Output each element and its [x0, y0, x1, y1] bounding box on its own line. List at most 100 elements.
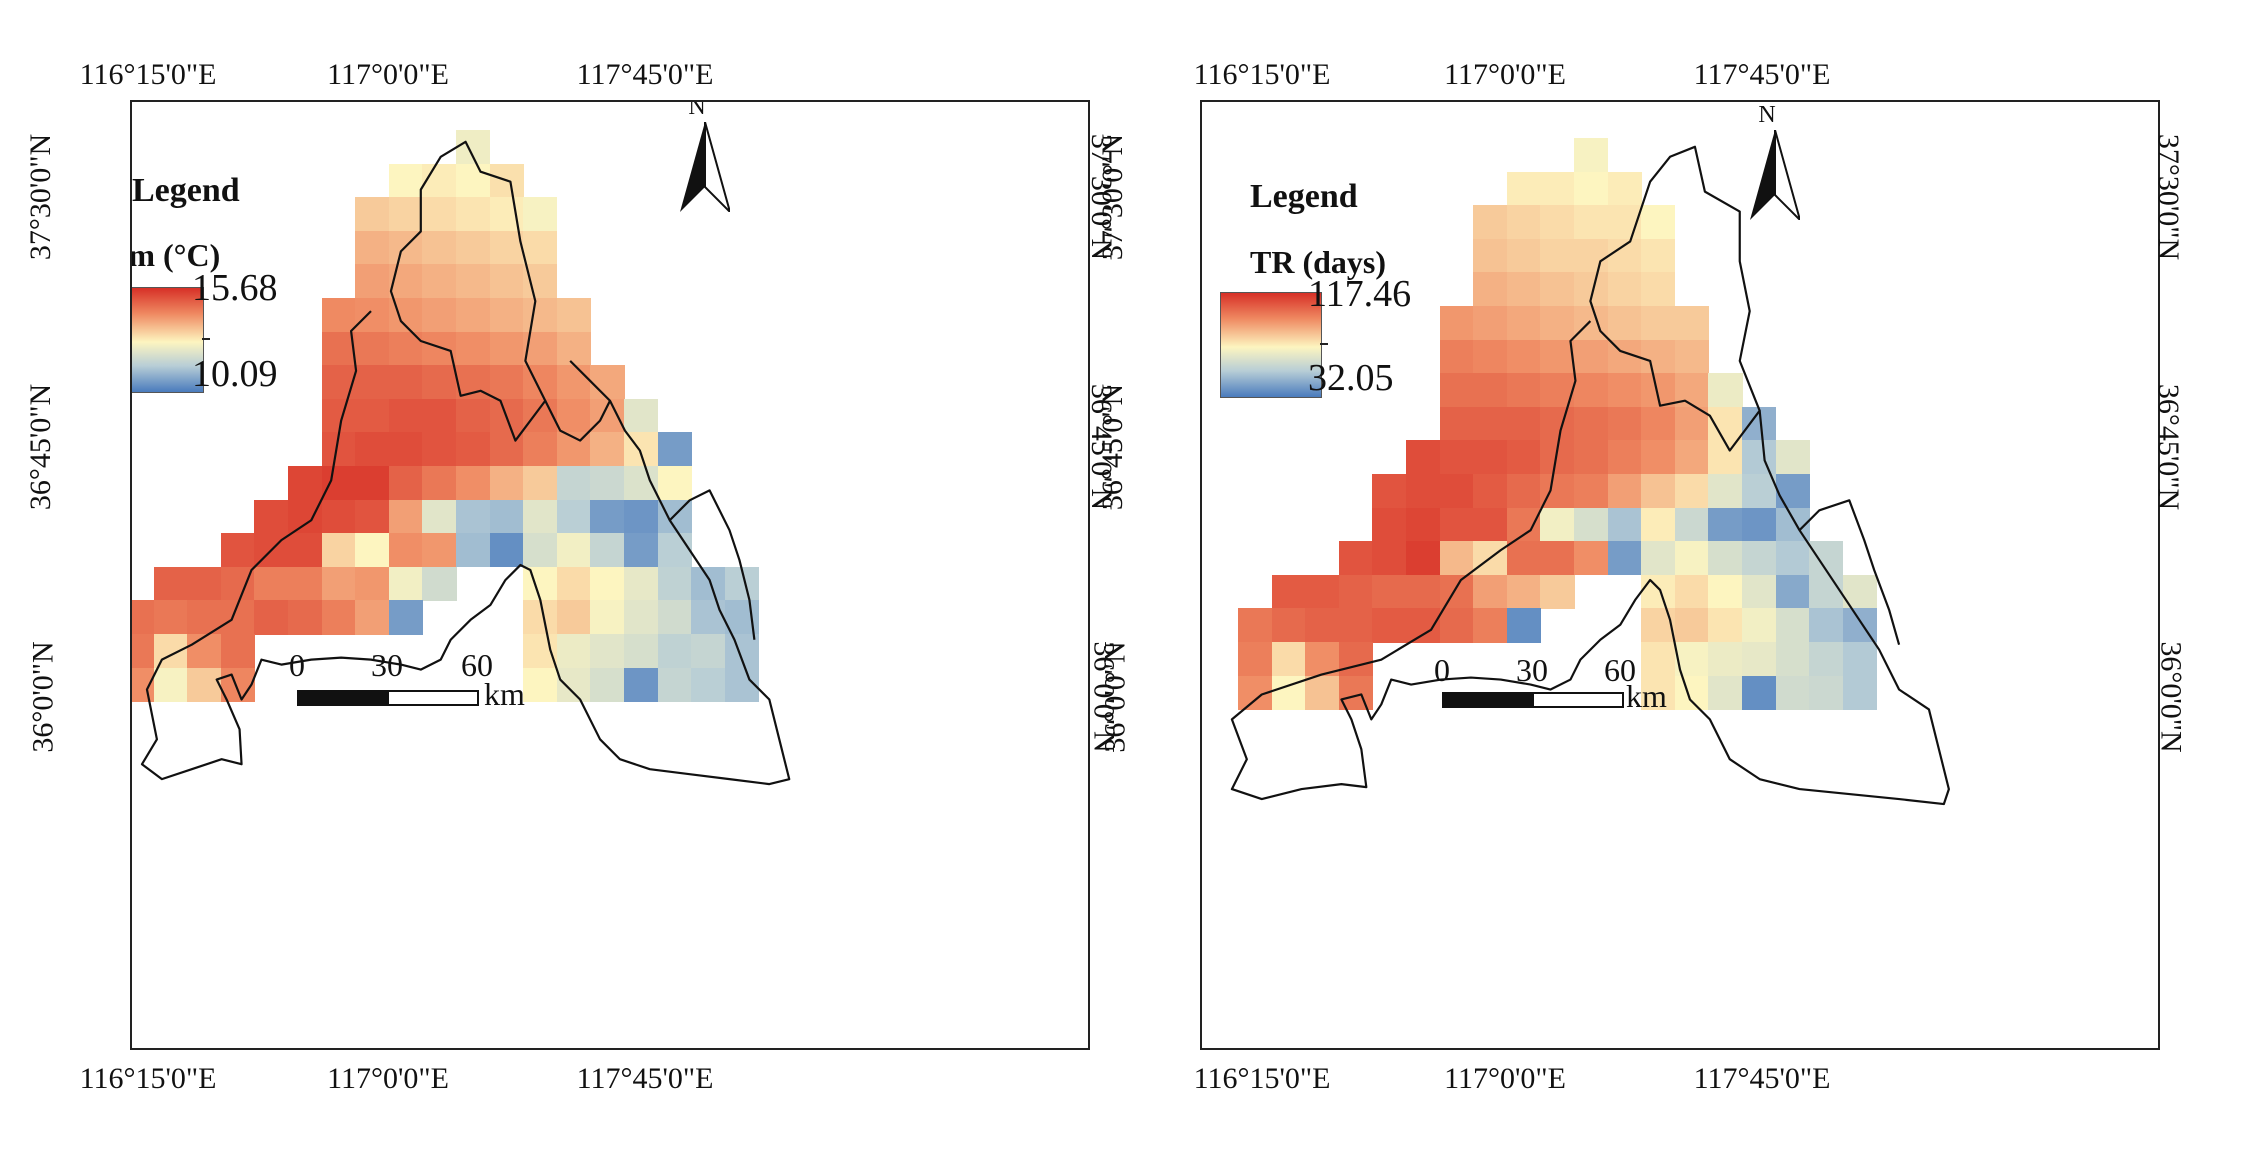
raster-cell: [1775, 474, 1810, 509]
raster-cell: [1473, 406, 1508, 441]
raster-cell: [321, 566, 356, 601]
raster-cell: [1271, 675, 1306, 710]
raster-cell: [1842, 608, 1877, 643]
raster-cell: [355, 566, 390, 601]
raster-cell: [657, 667, 692, 702]
raster-cell: [489, 197, 524, 232]
raster-cell: [1506, 171, 1541, 206]
raster-cell: [1540, 574, 1575, 609]
raster-cell: [1305, 675, 1340, 710]
raster-cell: [1775, 574, 1810, 609]
raster-cell: [187, 566, 222, 601]
raster-cell: [1506, 474, 1541, 509]
raster-cell: [153, 634, 188, 669]
raster-cell: [1372, 474, 1407, 509]
raster-cell: [355, 466, 390, 501]
raster-cell: [321, 600, 356, 635]
raster-cell: [1540, 440, 1575, 475]
raster-cell: [556, 466, 591, 501]
raster-cell: [1708, 440, 1743, 475]
raster-cell: [456, 163, 491, 198]
raster-cell: [132, 667, 155, 702]
raster-cell: [254, 600, 289, 635]
raster-cell: [1406, 474, 1441, 509]
raster-cell: [624, 533, 659, 568]
raster-cell: [1641, 272, 1676, 307]
raster-cell: [1506, 541, 1541, 576]
scale-bar: [297, 690, 479, 712]
raster-cell: [1809, 541, 1844, 576]
raster-cell: [1439, 373, 1474, 408]
raster-cell: [1708, 507, 1743, 542]
raster-cell: [657, 432, 692, 467]
raster-cell: [1574, 171, 1609, 206]
raster-cell: [321, 365, 356, 400]
raster-cell: [1674, 306, 1709, 341]
raster-grid: [132, 102, 1088, 1048]
raster-cell: [489, 432, 524, 467]
scale-unit: km: [1626, 678, 1667, 714]
raster-cell: [288, 499, 323, 534]
raster-cell: [288, 566, 323, 601]
scale-label-30: 30: [1516, 652, 1548, 688]
raster-cell: [1674, 339, 1709, 374]
raster-cell: [590, 432, 625, 467]
raster-cell: [1406, 608, 1441, 643]
raster-cell: [1338, 675, 1373, 710]
raster-cell: [489, 533, 524, 568]
raster-cell: [388, 264, 423, 299]
raster-cell: [1574, 507, 1609, 542]
raster-cell: [1775, 440, 1810, 475]
raster-cell: [523, 264, 558, 299]
raster-cell: [1641, 440, 1676, 475]
raster-cell: [1406, 440, 1441, 475]
raster-cell: [1607, 440, 1642, 475]
scale-label-30: 30: [371, 647, 403, 683]
raster-cell: [1473, 339, 1508, 374]
raster-cell: [1238, 608, 1273, 643]
raster-cell: [1641, 507, 1676, 542]
raster-cell: [590, 533, 625, 568]
raster-cell: [1540, 541, 1575, 576]
raster-cell: [1406, 507, 1441, 542]
raster-cell: [489, 331, 524, 366]
raster-cell: [489, 298, 524, 333]
raster-cell: [1842, 642, 1877, 677]
raster-cell: [1809, 642, 1844, 677]
raster-cell: [1338, 608, 1373, 643]
raster-cell: [1473, 440, 1508, 475]
legend-title: Legend: [1250, 178, 1358, 215]
north-label: N: [688, 100, 706, 120]
scale-bar: [1442, 692, 1624, 714]
raster-cell: [489, 466, 524, 501]
tick-bottom-2: 117°0'0"E: [1444, 1062, 1566, 1095]
raster-cell: [422, 566, 457, 601]
map-panel-tm: 116°15'0"E 117°0'0"E 117°45'0"E Legend T…: [0, 0, 1121, 1149]
raster-cell: [388, 365, 423, 400]
raster-cell: [1607, 507, 1642, 542]
raster-cell: [456, 432, 491, 467]
raster-cell: [153, 667, 188, 702]
raster-cell: [1742, 642, 1777, 677]
scale-label-0: 0: [289, 647, 305, 683]
raster-cell: [1305, 608, 1340, 643]
tick-top-2: 117°0'0"E: [327, 58, 449, 91]
raster-cell: [355, 533, 390, 568]
raster-cell: [590, 499, 625, 534]
raster-cell: [1641, 238, 1676, 273]
raster-cell: [523, 499, 558, 534]
raster-cell: [1641, 642, 1676, 677]
raster-cell: [624, 600, 659, 635]
raster-cell: [422, 163, 457, 198]
map-frame: Legend TR (days) 117.46 32.05 N 0 30 60 …: [1200, 100, 2160, 1050]
raster-cell: [153, 600, 188, 635]
raster-cell: [523, 365, 558, 400]
raster-cell: [1372, 608, 1407, 643]
tick-bottom-1: 116°15'0"E: [1193, 1062, 1331, 1095]
raster-cell: [489, 398, 524, 433]
raster-cell: [523, 298, 558, 333]
raster-cell: [321, 432, 356, 467]
legend-title: Legend: [132, 172, 240, 209]
raster-cell: [691, 667, 726, 702]
raster-cell: [1607, 306, 1642, 341]
